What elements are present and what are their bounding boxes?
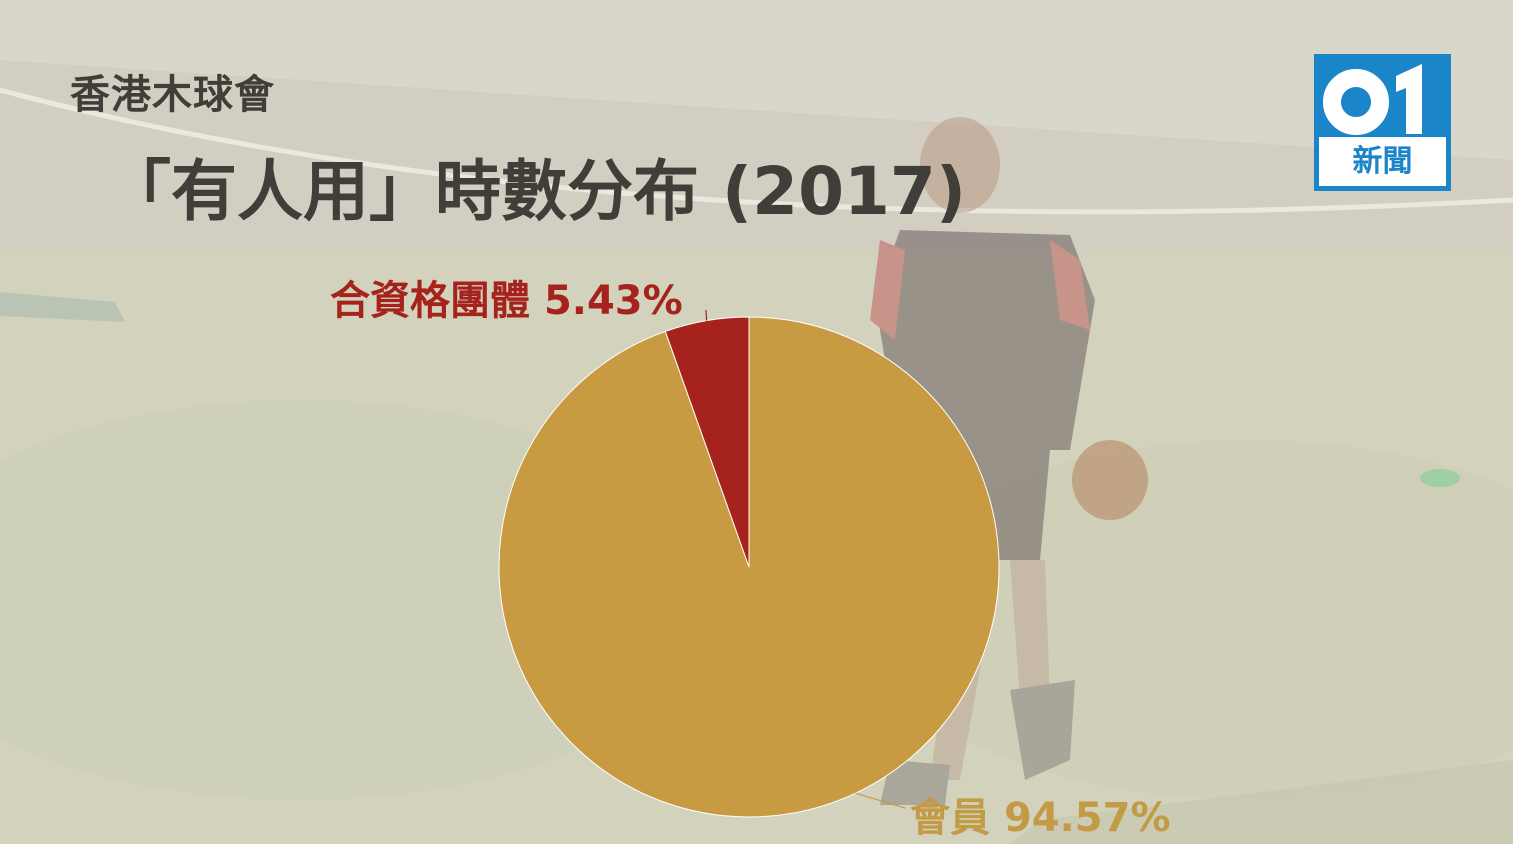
logo-text: 新聞 [1319,137,1446,186]
slice-label-groups-name: 合資格團體 [330,278,530,324]
chart-title: 「有人用」時數分布 (2017) [105,153,966,230]
pie-slice-groups [664,316,750,568]
hk01-logo: 新聞 [1314,54,1451,191]
slice-label-members-name: 會員 [910,795,990,841]
slice-label-groups: 合資格團體 5.43% [330,268,683,326]
slice-label-members-value: 94.57% [1003,795,1171,841]
logo-mark-icon [1323,64,1422,135]
slice-label-members: 會員 94.57% [910,785,1171,843]
leader-line-groups [705,309,708,321]
chart-subtitle: 香港木球會 [70,72,275,118]
leader-line-members [855,792,906,809]
slice-label-groups-value: 5.43% [543,278,683,324]
